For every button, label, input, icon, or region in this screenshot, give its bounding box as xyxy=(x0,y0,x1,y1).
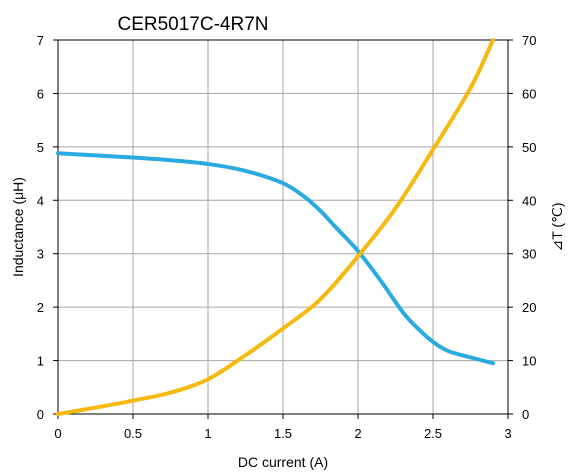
y-tick-label: 6 xyxy=(37,86,44,101)
y2-axis-label: ⊿T (℃) xyxy=(549,203,565,252)
y2-axis-ticks: 0 10 20 30 40 50 60 70 xyxy=(508,33,536,422)
x-axis-label: DC current (A) xyxy=(238,454,328,470)
y-axis-ticks: 0 1 2 3 4 5 6 7 xyxy=(37,33,58,422)
y-tick-label: 5 xyxy=(37,140,44,155)
y-tick-label: 3 xyxy=(37,247,44,262)
y-tick-label: 4 xyxy=(37,193,44,208)
series-line-inductance xyxy=(56,151,495,366)
x-tick-label: 0.5 xyxy=(124,426,142,441)
y2-tick-label: 50 xyxy=(522,140,536,155)
series-line-temperature xyxy=(56,38,495,416)
x-tick-label: 2.5 xyxy=(424,426,442,441)
y2-tick-label: 0 xyxy=(522,407,529,422)
y2-tick-label: 60 xyxy=(522,86,536,101)
y2-tick-label: 30 xyxy=(522,247,536,262)
chart-title: CER5017C-4R7N xyxy=(117,14,268,35)
y-tick-label: 2 xyxy=(37,300,44,315)
y-tick-label: 1 xyxy=(37,354,44,369)
y2-tick-label: 70 xyxy=(522,33,536,48)
y2-tick-label: 10 xyxy=(522,354,536,369)
x-axis-ticks: 0 0.5 1 1.5 2 2.5 3 xyxy=(54,414,512,441)
x-tick-label: 2 xyxy=(354,426,361,441)
y-axis-label: Inductance (μH) xyxy=(10,177,26,277)
series-group xyxy=(56,38,495,416)
x-tick-label: 3 xyxy=(504,426,511,441)
grid xyxy=(58,40,508,414)
y-tick-label: 7 xyxy=(37,33,44,48)
x-tick-label: 1 xyxy=(204,426,211,441)
x-tick-label: 0 xyxy=(54,426,61,441)
x-tick-label: 1.5 xyxy=(274,426,292,441)
y2-tick-label: 40 xyxy=(522,193,536,208)
y-tick-label: 0 xyxy=(37,407,44,422)
y2-tick-label: 20 xyxy=(522,300,536,315)
